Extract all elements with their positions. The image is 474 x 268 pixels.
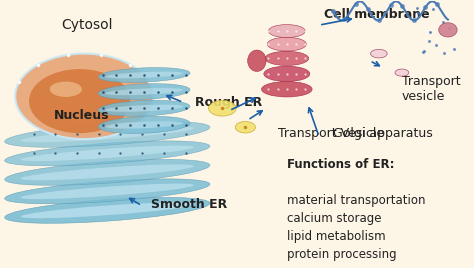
- Text: material transportation
calcium storage
lipid metabolism
protein processing: material transportation calcium storage …: [287, 194, 425, 261]
- Ellipse shape: [15, 54, 153, 139]
- Ellipse shape: [265, 51, 309, 65]
- Ellipse shape: [105, 105, 183, 112]
- Ellipse shape: [371, 49, 387, 58]
- Ellipse shape: [50, 81, 82, 97]
- Ellipse shape: [268, 25, 305, 38]
- Ellipse shape: [21, 146, 194, 161]
- Ellipse shape: [264, 66, 310, 81]
- Text: Cell membrane: Cell membrane: [324, 8, 429, 21]
- Text: Transport
vesicle: Transport vesicle: [402, 75, 461, 103]
- Ellipse shape: [21, 126, 194, 142]
- Ellipse shape: [5, 179, 210, 204]
- Text: Nucleus: Nucleus: [54, 109, 109, 122]
- Ellipse shape: [21, 202, 194, 218]
- Ellipse shape: [98, 100, 190, 116]
- Ellipse shape: [29, 69, 130, 133]
- Ellipse shape: [209, 100, 236, 116]
- Ellipse shape: [105, 121, 183, 129]
- Ellipse shape: [267, 37, 306, 51]
- Text: Cytosol: Cytosol: [61, 18, 113, 32]
- Ellipse shape: [98, 68, 190, 82]
- Ellipse shape: [5, 159, 210, 185]
- Ellipse shape: [5, 121, 210, 147]
- Text: Smooth ER: Smooth ER: [151, 198, 227, 211]
- Ellipse shape: [5, 141, 210, 166]
- Ellipse shape: [248, 50, 266, 72]
- Ellipse shape: [235, 121, 255, 133]
- Text: Rough ER: Rough ER: [195, 96, 262, 109]
- Text: Golgi apparatus: Golgi apparatus: [333, 127, 433, 140]
- Ellipse shape: [262, 81, 312, 97]
- Ellipse shape: [21, 184, 194, 199]
- Ellipse shape: [105, 72, 183, 78]
- Ellipse shape: [21, 165, 194, 180]
- Text: Transport Vesicle: Transport Vesicle: [278, 127, 384, 140]
- Ellipse shape: [5, 198, 210, 223]
- Ellipse shape: [98, 84, 190, 100]
- Ellipse shape: [105, 88, 183, 95]
- Text: Functions of ER:: Functions of ER:: [287, 158, 394, 171]
- Ellipse shape: [395, 69, 409, 76]
- Ellipse shape: [98, 116, 190, 133]
- Ellipse shape: [439, 23, 457, 37]
